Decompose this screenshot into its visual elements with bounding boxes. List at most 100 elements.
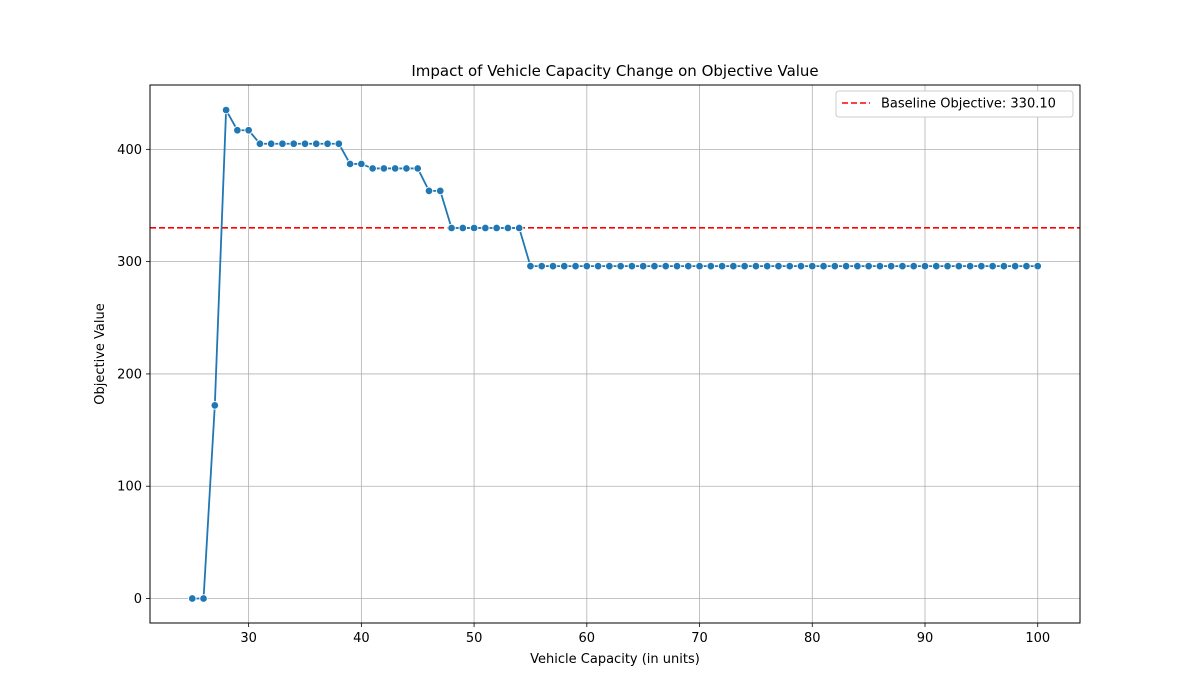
y-tick-label: 0 xyxy=(134,592,142,607)
data-point xyxy=(785,261,794,271)
data-point xyxy=(909,261,918,271)
data-point xyxy=(762,261,772,271)
data-point xyxy=(920,261,930,271)
data-point xyxy=(1033,261,1042,271)
data-point xyxy=(977,261,986,271)
data-point xyxy=(943,261,952,271)
data-point xyxy=(436,186,445,196)
data-point xyxy=(357,159,366,169)
data-point xyxy=(560,261,569,271)
x-axis-title: Vehicle Capacity (in units) xyxy=(530,652,700,667)
grid xyxy=(150,85,1080,623)
data-point xyxy=(199,594,208,603)
data-point xyxy=(740,261,749,271)
data-point xyxy=(210,401,220,410)
x-tick-label: 30 xyxy=(240,631,257,646)
data-point xyxy=(684,261,693,271)
data-point xyxy=(954,261,964,271)
y-tick-label: 300 xyxy=(117,255,142,270)
data-point xyxy=(244,126,253,135)
data-point xyxy=(188,594,197,603)
data-point xyxy=(447,223,456,233)
data-point xyxy=(605,261,614,271)
data-point xyxy=(796,261,806,271)
data-point xyxy=(221,105,231,115)
series-line xyxy=(192,109,1038,600)
data-point xyxy=(300,139,310,148)
data-point xyxy=(458,223,468,233)
series-layer xyxy=(188,105,1042,603)
data-point xyxy=(853,261,862,271)
data-point xyxy=(965,261,975,271)
data-point xyxy=(413,164,422,173)
legend-label-baseline: Baseline Objective: 330.10 xyxy=(881,97,1056,112)
data-point xyxy=(886,261,896,271)
data-point xyxy=(1010,261,1020,271)
data-point xyxy=(729,261,738,271)
x-tick-label: 40 xyxy=(353,631,370,646)
data-point xyxy=(864,261,873,271)
data-point xyxy=(526,261,535,271)
data-point xyxy=(774,261,783,271)
data-point xyxy=(706,261,716,271)
data-point xyxy=(1022,261,1031,271)
data-point xyxy=(717,261,727,271)
data-point xyxy=(841,261,851,271)
y-axis-title: Objective Value xyxy=(93,303,108,404)
x-tick-label: 100 xyxy=(1025,631,1050,646)
data-point xyxy=(379,164,389,173)
data-point xyxy=(875,261,885,271)
data-point xyxy=(266,139,276,148)
data-point xyxy=(481,223,490,233)
data-point xyxy=(582,261,592,271)
legend: Baseline Objective: 330.10 xyxy=(835,90,1074,118)
data-point xyxy=(345,159,355,169)
data-point xyxy=(932,261,941,271)
plot-frame xyxy=(149,84,1081,624)
x-tick-label: 60 xyxy=(579,631,596,646)
y-tick-label: 100 xyxy=(117,480,142,495)
data-point xyxy=(233,126,242,135)
x-tick-label: 70 xyxy=(691,631,708,646)
x-tick-label: 50 xyxy=(466,631,483,646)
data-point xyxy=(898,261,907,271)
data-point xyxy=(695,261,704,271)
y-tick-label: 200 xyxy=(117,367,142,382)
legend-box xyxy=(835,90,1074,118)
data-point xyxy=(390,164,400,173)
data-point xyxy=(469,223,479,233)
x-tick-label: 80 xyxy=(804,631,821,646)
ticks: 30 40 50 60 70 80 90 100 0 100 200 300 400 xyxy=(117,143,1050,646)
y-tick-label: 400 xyxy=(117,143,142,158)
chart-title: Impact of Vehicle Capacity Change on Obj… xyxy=(411,62,818,80)
data-point xyxy=(492,223,501,233)
data-point xyxy=(402,164,411,173)
data-point xyxy=(638,261,648,271)
data-point xyxy=(312,139,321,148)
data-point xyxy=(593,261,603,271)
data-point xyxy=(808,261,817,271)
data-point xyxy=(571,261,580,271)
data-point xyxy=(751,261,761,271)
data-point xyxy=(672,261,682,271)
data-point xyxy=(323,139,332,148)
data-point xyxy=(278,139,287,148)
data-point xyxy=(514,223,524,233)
data-point xyxy=(819,261,828,271)
data-point xyxy=(999,261,1009,271)
data-point xyxy=(650,261,659,271)
data-point xyxy=(548,261,558,271)
data-point xyxy=(424,186,434,196)
data-point xyxy=(616,261,625,271)
data-point xyxy=(503,223,513,233)
data-point xyxy=(255,139,265,148)
data-point xyxy=(289,139,298,148)
x-tick-label: 90 xyxy=(917,631,934,646)
data-point xyxy=(537,261,546,271)
data-point xyxy=(988,261,997,271)
data-point xyxy=(334,139,344,148)
data-point xyxy=(661,261,670,271)
data-point xyxy=(368,164,377,173)
data-point xyxy=(830,261,840,271)
